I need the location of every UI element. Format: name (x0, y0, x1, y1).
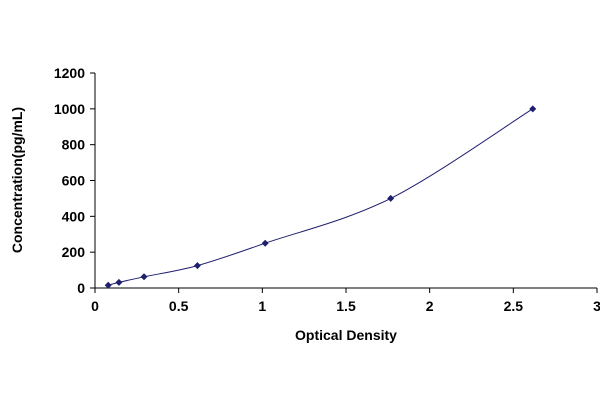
x-axis-title: Optical Density (295, 327, 397, 343)
y-tick-label: 1000 (54, 101, 85, 117)
x-tick-label: 0.5 (169, 298, 189, 314)
data-point-marker (140, 273, 148, 281)
y-tick-label: 1200 (54, 65, 85, 81)
x-tick-label: 1.5 (336, 298, 356, 314)
data-point-marker (193, 262, 201, 270)
x-tick-label: 1 (258, 298, 266, 314)
data-point-marker (104, 281, 112, 289)
data-points (104, 105, 537, 289)
y-tick-label: 0 (77, 280, 85, 296)
tick-labels: 0 0.5 1 1.5 2 2.5 3 0 200 400 600 800 1000 1200 (54, 65, 600, 314)
x-tick-label: 2.5 (504, 298, 524, 314)
ticks (90, 72, 598, 293)
y-tick-label: 200 (62, 244, 86, 260)
axes (94, 73, 597, 289)
y-tick-label: 400 (62, 208, 86, 224)
y-axis-title: Concentration(pg/mL) (9, 107, 25, 253)
x-tick-label: 0 (91, 298, 99, 314)
x-tick-label: 2 (426, 298, 434, 314)
data-point-marker (261, 239, 269, 247)
y-tick-label: 600 (62, 173, 86, 189)
data-point-marker (529, 105, 537, 113)
series-line (108, 108, 534, 286)
x-tick-label: 3 (593, 298, 600, 314)
data-point-marker (387, 194, 395, 202)
data-point-marker (115, 278, 123, 286)
y-tick-label: 800 (62, 137, 86, 153)
